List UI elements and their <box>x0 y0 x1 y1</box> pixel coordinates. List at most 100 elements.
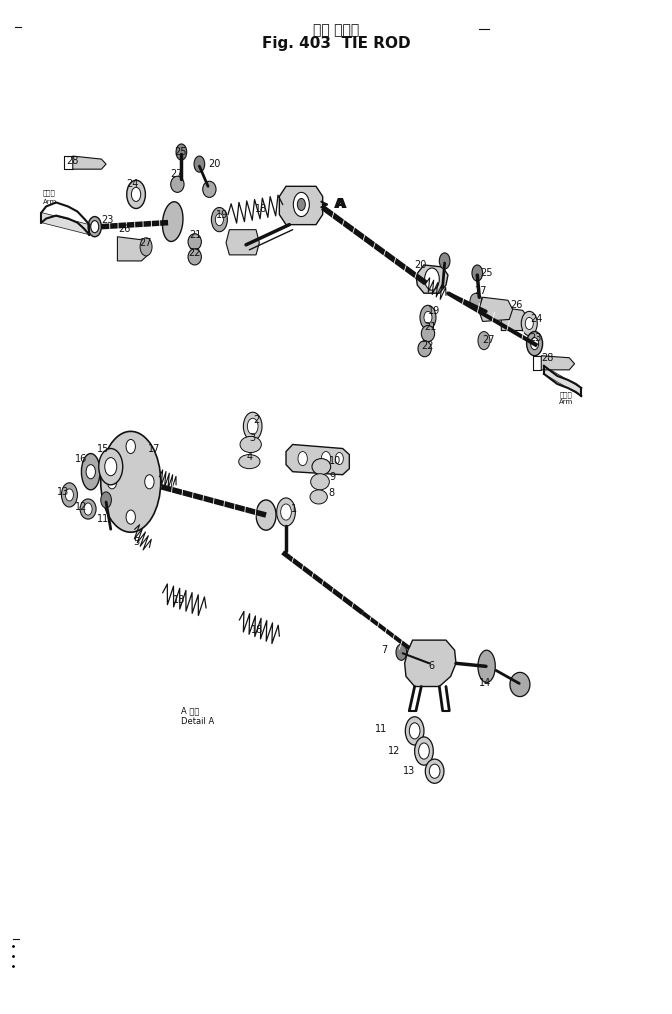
Ellipse shape <box>405 717 424 745</box>
Polygon shape <box>73 156 106 169</box>
Text: 16: 16 <box>75 453 87 463</box>
Ellipse shape <box>61 483 77 507</box>
Ellipse shape <box>65 489 73 501</box>
Ellipse shape <box>88 217 101 236</box>
Ellipse shape <box>194 156 205 172</box>
Text: 21: 21 <box>424 322 436 333</box>
Text: タイ ロッド: タイ ロッド <box>313 23 359 38</box>
Polygon shape <box>280 187 323 225</box>
Polygon shape <box>118 236 148 261</box>
Text: Arm: Arm <box>559 400 573 406</box>
Text: アーム: アーム <box>559 391 572 397</box>
Ellipse shape <box>132 188 140 202</box>
Ellipse shape <box>239 454 260 468</box>
Ellipse shape <box>163 202 183 241</box>
Ellipse shape <box>281 504 292 520</box>
Ellipse shape <box>470 293 482 309</box>
Ellipse shape <box>310 474 329 490</box>
Ellipse shape <box>126 439 135 453</box>
Ellipse shape <box>188 248 202 265</box>
Polygon shape <box>416 265 448 293</box>
Ellipse shape <box>419 743 429 759</box>
Text: 28: 28 <box>66 156 79 166</box>
Ellipse shape <box>321 451 331 465</box>
Text: 17: 17 <box>148 443 161 453</box>
Ellipse shape <box>84 503 92 515</box>
Ellipse shape <box>421 325 435 342</box>
Text: Fig. 403  TIE ROD: Fig. 403 TIE ROD <box>261 37 411 51</box>
Text: 6: 6 <box>428 661 434 671</box>
Text: 18: 18 <box>173 595 185 604</box>
Text: A: A <box>334 198 345 212</box>
Ellipse shape <box>144 475 154 489</box>
Text: 22: 22 <box>188 247 200 258</box>
Text: 24: 24 <box>531 314 543 324</box>
Ellipse shape <box>294 193 309 217</box>
Ellipse shape <box>420 305 436 330</box>
Ellipse shape <box>335 452 343 464</box>
Text: 25: 25 <box>480 268 493 278</box>
Ellipse shape <box>439 252 450 269</box>
Polygon shape <box>544 366 581 396</box>
Ellipse shape <box>298 451 307 465</box>
Text: 13: 13 <box>57 487 70 497</box>
Ellipse shape <box>277 498 296 526</box>
Text: 2: 2 <box>253 416 259 425</box>
Ellipse shape <box>81 453 100 490</box>
Ellipse shape <box>415 737 433 766</box>
Text: 5: 5 <box>134 537 140 548</box>
Text: A: A <box>336 198 347 212</box>
Polygon shape <box>541 356 575 370</box>
Text: 10: 10 <box>329 455 341 465</box>
Text: 23: 23 <box>530 333 542 343</box>
Ellipse shape <box>215 214 223 226</box>
Ellipse shape <box>256 500 276 530</box>
Text: 23: 23 <box>101 215 114 224</box>
Ellipse shape <box>247 418 258 434</box>
Text: 19: 19 <box>428 306 440 316</box>
Text: 21: 21 <box>190 230 202 239</box>
Polygon shape <box>226 230 259 255</box>
Ellipse shape <box>86 464 95 479</box>
Ellipse shape <box>418 341 431 357</box>
Ellipse shape <box>99 448 123 485</box>
Text: 20: 20 <box>415 260 427 270</box>
Ellipse shape <box>243 413 262 440</box>
Text: 27: 27 <box>171 169 183 179</box>
Text: 18: 18 <box>255 204 267 214</box>
Ellipse shape <box>126 510 135 524</box>
Ellipse shape <box>240 436 261 452</box>
Text: 15: 15 <box>97 443 110 453</box>
Ellipse shape <box>310 490 327 504</box>
Text: 13: 13 <box>403 767 415 776</box>
Text: 28: 28 <box>541 353 554 363</box>
Ellipse shape <box>108 475 117 489</box>
Ellipse shape <box>91 221 99 232</box>
Ellipse shape <box>526 317 534 330</box>
Ellipse shape <box>396 644 407 660</box>
Ellipse shape <box>425 268 439 290</box>
Ellipse shape <box>472 265 482 281</box>
Ellipse shape <box>171 176 184 193</box>
Text: 24: 24 <box>126 179 138 190</box>
Text: 14: 14 <box>479 678 491 689</box>
Text: 11: 11 <box>97 514 110 524</box>
Ellipse shape <box>521 311 538 336</box>
Polygon shape <box>286 444 349 475</box>
Ellipse shape <box>140 237 152 256</box>
Ellipse shape <box>409 723 420 739</box>
Text: 4: 4 <box>247 451 253 461</box>
Ellipse shape <box>297 199 305 211</box>
Text: 25: 25 <box>175 147 187 157</box>
Ellipse shape <box>176 144 187 160</box>
Text: 1: 1 <box>291 504 297 514</box>
Text: A 詳細
Detail A: A 詳細 Detail A <box>181 707 214 726</box>
Text: 19: 19 <box>216 210 228 220</box>
Ellipse shape <box>478 332 490 350</box>
Text: 26: 26 <box>119 224 131 233</box>
Text: 12: 12 <box>75 502 87 512</box>
Text: 11: 11 <box>375 724 387 734</box>
Ellipse shape <box>188 233 202 249</box>
Text: 22: 22 <box>421 341 434 351</box>
Text: 3: 3 <box>249 433 255 443</box>
